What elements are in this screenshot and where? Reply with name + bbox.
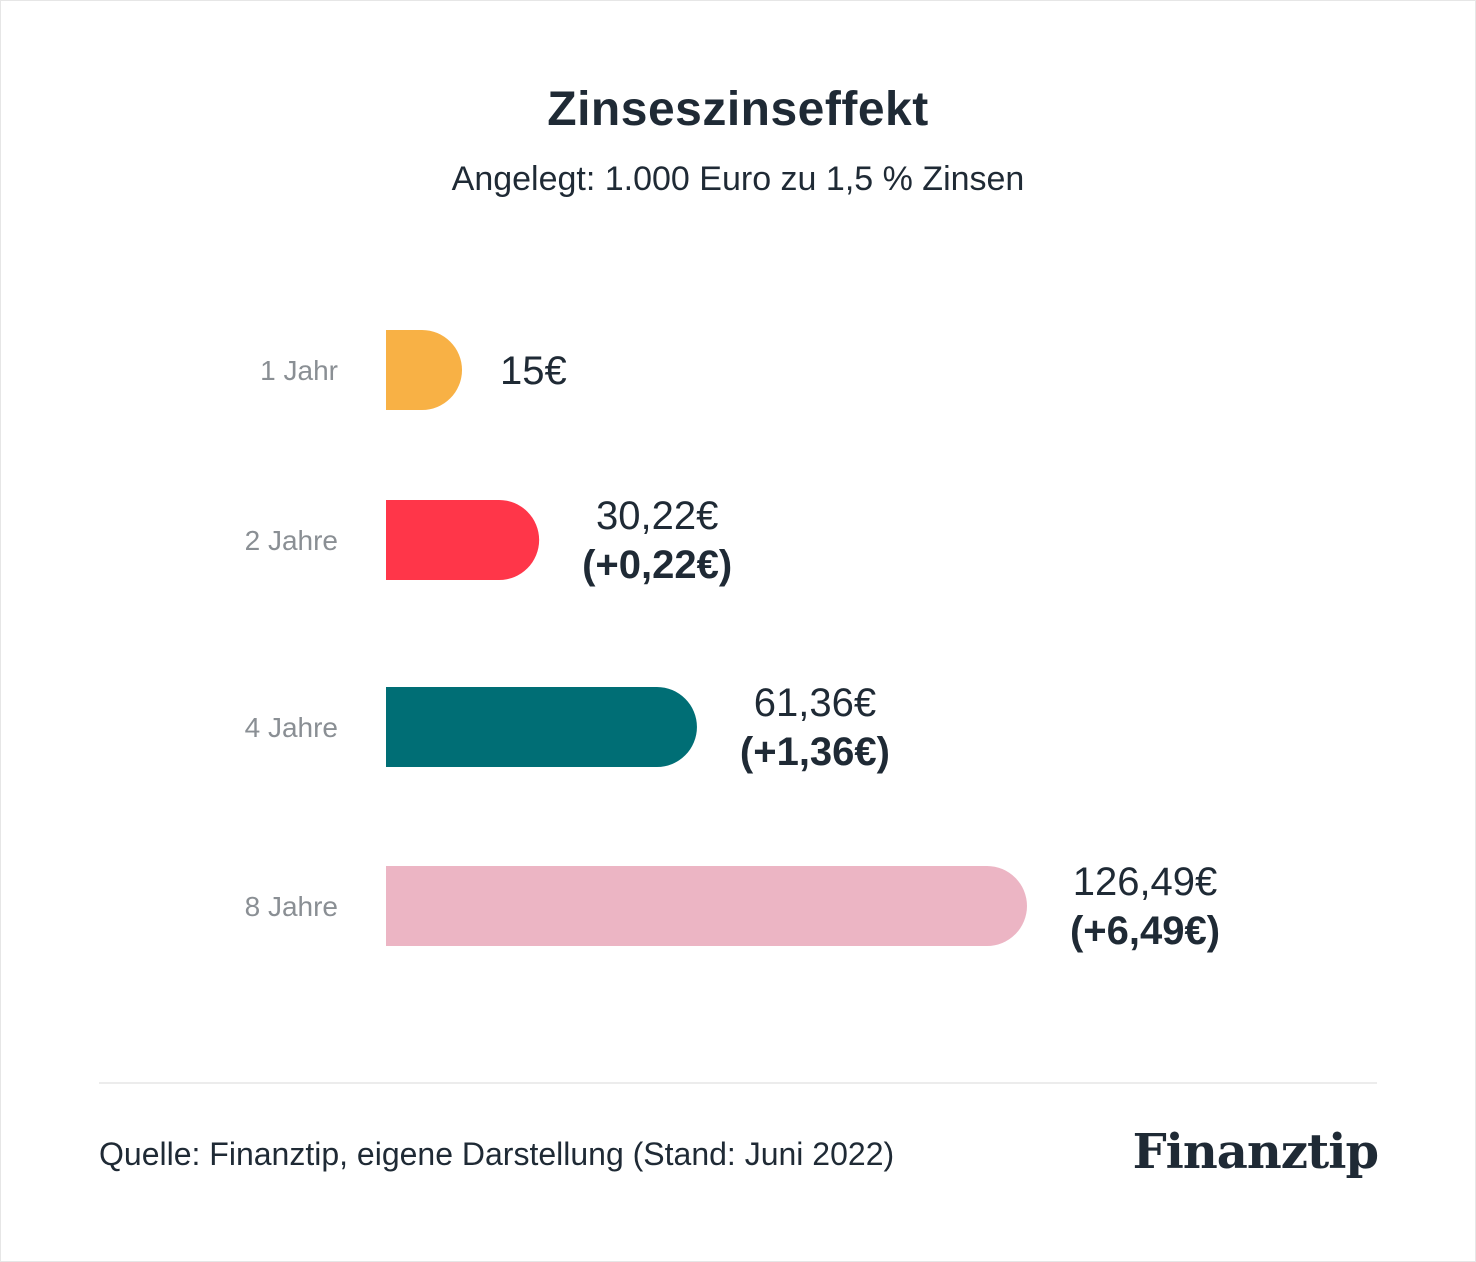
- bar: [386, 866, 1027, 946]
- category-label: 8 Jahre: [245, 891, 338, 922]
- bar: [386, 500, 540, 580]
- increase-label: (+6,49€): [1070, 909, 1220, 953]
- value-label: 61,36€: [754, 681, 876, 725]
- category-label: 1 Jahr: [260, 355, 338, 386]
- bar: [386, 330, 463, 410]
- bar: [386, 687, 697, 767]
- increase-label: (+1,36€): [740, 730, 890, 774]
- value-label: 30,22€: [596, 494, 718, 538]
- value-label: 15€: [500, 349, 567, 393]
- category-label: 2 Jahre: [245, 525, 338, 556]
- category-label: 4 Jahre: [245, 712, 338, 743]
- source-note: Quelle: Finanztip, eigene Darstellung (S…: [99, 1136, 895, 1172]
- chart-subtitle: Angelegt: 1.000 Euro zu 1,5 % Zinsen: [451, 160, 1025, 198]
- chart-title: Zinseszinseffekt: [547, 83, 929, 136]
- finanztip-logo: Finanztip: [1132, 1124, 1379, 1180]
- increase-label: (+0,22€): [582, 543, 732, 587]
- divider: [99, 1082, 1377, 1084]
- value-label: 126,49€: [1073, 860, 1218, 904]
